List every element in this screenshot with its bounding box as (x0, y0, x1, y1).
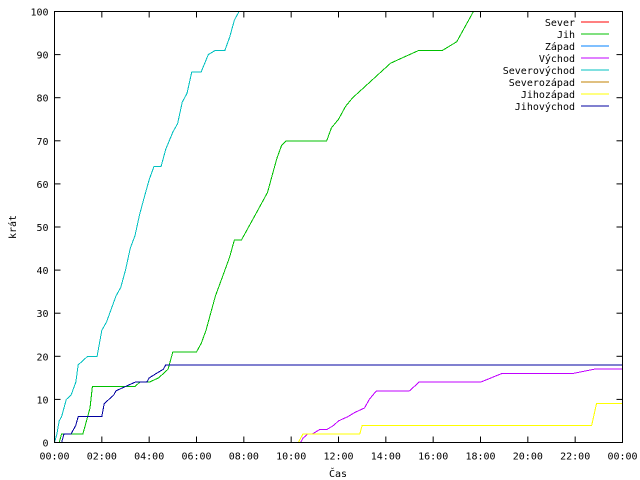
series-line-4 (300, 368, 623, 443)
axis-ticks (54, 11, 623, 443)
y-tick-label: 50 (36, 223, 48, 234)
y-tick-label: 40 (36, 266, 48, 277)
legend-label: Jihozápad (521, 89, 575, 101)
y-tick-label: 90 (36, 51, 48, 62)
legend-label: Západ (545, 41, 575, 53)
series-line-2 (58, 11, 479, 443)
legend-label: Sever (545, 18, 575, 29)
x-tick-label: 16:00 (418, 452, 448, 463)
x-tick-label: 00:00 (607, 452, 637, 463)
legend-label: Jih (557, 30, 575, 41)
series-line-5 (54, 11, 240, 443)
series-line-8 (61, 364, 623, 443)
y-tick-label: 80 (36, 94, 48, 105)
series-lines (54, 11, 623, 443)
series-line-7 (297, 403, 623, 443)
x-axis-label: Čas (329, 467, 347, 480)
y-tick-label: 100 (30, 8, 48, 19)
legend-label: Jihovýchod (515, 101, 575, 113)
x-tick-label: 02:00 (87, 452, 117, 463)
x-tick-label: 04:00 (134, 452, 164, 463)
x-tick-label: 14:00 (371, 452, 401, 463)
y-tick-label: 10 (36, 395, 48, 406)
legend-label: Východ (539, 53, 575, 65)
x-tick-label: 20:00 (513, 452, 543, 463)
legend: SeverJihZápadVýchodSeverovýchodSeverozáp… (503, 18, 609, 113)
x-tick-label: 10:00 (276, 452, 306, 463)
tick-labels: 00:00 02:00 04:00 06:00 08:00 10:00 12:00 14:00… (30, 8, 637, 463)
x-tick-label: 22:00 (560, 452, 590, 463)
x-tick-label: 08:00 (229, 452, 259, 463)
y-tick-label: 0 (42, 439, 48, 450)
y-tick-label: 60 (36, 180, 48, 191)
x-tick-label: 18:00 (465, 452, 495, 463)
x-tick-label: 00:00 (39, 452, 69, 463)
legend-label: Severozápad (509, 77, 575, 89)
x-tick-label: 12:00 (323, 452, 353, 463)
y-tick-label: 30 (36, 309, 48, 320)
y-tick-label: 70 (36, 137, 48, 148)
legend-label: Severovýchod (503, 65, 575, 77)
y-axis-label: krát (7, 215, 19, 239)
x-tick-label: 06:00 (181, 452, 211, 463)
plot-frame (54, 11, 623, 443)
y-tick-label: 20 (36, 352, 48, 363)
